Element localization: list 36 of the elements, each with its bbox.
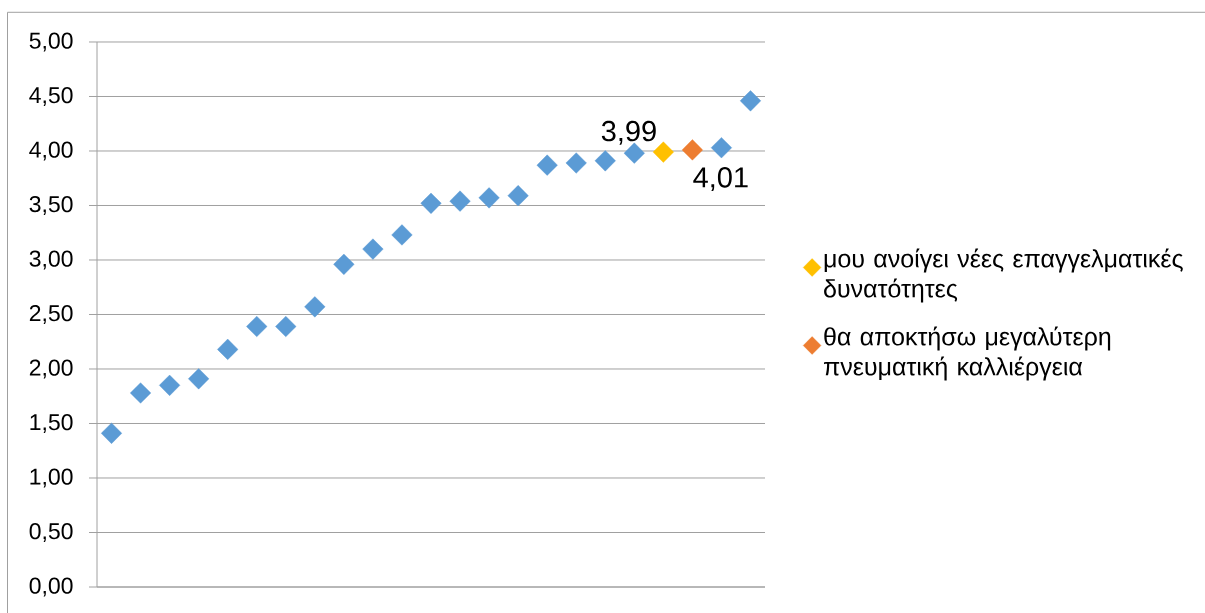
- point: [594, 150, 616, 172]
- y-tick-label: 3,00: [29, 250, 73, 270]
- point: [275, 315, 297, 338]
- point: [362, 238, 384, 260]
- point: [536, 154, 558, 176]
- point: [420, 192, 442, 214]
- y-tick-label: 2,50: [29, 304, 73, 324]
- data-label: 4,01: [693, 167, 748, 192]
- point: [391, 224, 413, 246]
- point: [101, 422, 123, 444]
- point: [449, 190, 471, 212]
- point: [159, 374, 181, 396]
- y-tick-label: 0,00: [29, 577, 73, 597]
- y-tick-label: 1,50: [30, 413, 73, 433]
- point: [565, 152, 587, 174]
- point: [333, 253, 355, 275]
- point: [246, 315, 268, 338]
- y-tick-label: 0,50: [29, 522, 73, 542]
- y-tick-label: 5,00: [29, 32, 73, 52]
- point: [710, 137, 732, 159]
- point: [507, 185, 529, 207]
- y-tick-label: 4,00: [29, 141, 73, 161]
- point: [739, 90, 762, 112]
- y-tick-label: 3,50: [29, 195, 73, 215]
- legend-label: μου ανοίγει νέες επαγγελματικές δυνατότητες: [824, 248, 1183, 303]
- point: [681, 139, 703, 161]
- point: [188, 368, 210, 390]
- data-label: 3,99: [601, 120, 656, 145]
- point: [217, 338, 239, 360]
- y-tick-label: 1,00: [30, 468, 73, 488]
- point: [130, 382, 152, 404]
- y-tick-label: 4,50: [29, 86, 73, 106]
- point: [304, 296, 326, 318]
- y-tick-label: 2,00: [29, 359, 73, 379]
- point: [478, 187, 500, 209]
- legend-label: θα αποκτήσω μεγαλύτερη πνευματική καλλιέργεια: [823, 326, 1111, 381]
